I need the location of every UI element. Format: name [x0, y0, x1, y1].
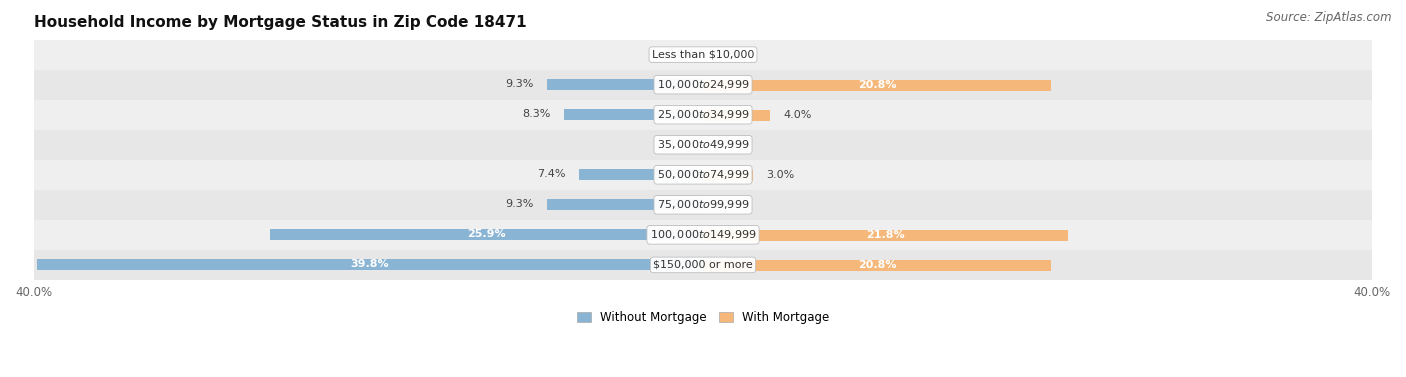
Bar: [270, 229, 703, 240]
Bar: [703, 170, 754, 181]
Bar: [34, 40, 1372, 70]
Bar: [34, 250, 1372, 280]
Text: 7.4%: 7.4%: [537, 169, 565, 179]
Bar: [703, 230, 1067, 241]
Text: 9.3%: 9.3%: [506, 199, 534, 209]
Text: Household Income by Mortgage Status in Zip Code 18471: Household Income by Mortgage Status in Z…: [34, 15, 526, 30]
Bar: [547, 199, 703, 210]
Text: 0.0%: 0.0%: [711, 200, 740, 210]
Text: 3.0%: 3.0%: [766, 170, 794, 180]
Text: 20.8%: 20.8%: [858, 80, 896, 90]
Text: 0.0%: 0.0%: [711, 140, 740, 150]
Bar: [703, 80, 1052, 90]
Bar: [34, 130, 1372, 160]
Bar: [34, 70, 1372, 100]
Bar: [34, 100, 1372, 130]
Text: 39.8%: 39.8%: [350, 259, 389, 270]
Text: 25.9%: 25.9%: [467, 230, 506, 239]
Bar: [547, 79, 703, 90]
Bar: [579, 169, 703, 180]
Text: Source: ZipAtlas.com: Source: ZipAtlas.com: [1267, 11, 1392, 24]
Text: 0.0%: 0.0%: [711, 50, 740, 60]
Text: 20.8%: 20.8%: [858, 261, 896, 270]
Text: $50,000 to $74,999: $50,000 to $74,999: [657, 168, 749, 181]
Text: 0.0%: 0.0%: [666, 139, 695, 149]
Text: $75,000 to $99,999: $75,000 to $99,999: [657, 198, 749, 211]
Text: 9.3%: 9.3%: [506, 79, 534, 89]
Text: $150,000 or more: $150,000 or more: [654, 260, 752, 270]
Bar: [34, 190, 1372, 220]
Text: 8.3%: 8.3%: [522, 109, 551, 119]
Bar: [564, 109, 703, 120]
Bar: [37, 259, 703, 270]
Text: $10,000 to $24,999: $10,000 to $24,999: [657, 78, 749, 91]
Text: $35,000 to $49,999: $35,000 to $49,999: [657, 138, 749, 151]
Text: $25,000 to $34,999: $25,000 to $34,999: [657, 108, 749, 121]
Bar: [34, 220, 1372, 250]
Text: 0.0%: 0.0%: [666, 49, 695, 59]
Bar: [703, 260, 1052, 271]
Legend: Without Mortgage, With Mortgage: Without Mortgage, With Mortgage: [572, 307, 834, 329]
Bar: [34, 160, 1372, 190]
Text: 4.0%: 4.0%: [783, 110, 811, 120]
Text: 21.8%: 21.8%: [866, 230, 904, 240]
Text: $100,000 to $149,999: $100,000 to $149,999: [650, 228, 756, 241]
Text: Less than $10,000: Less than $10,000: [652, 50, 754, 60]
Bar: [703, 110, 770, 121]
